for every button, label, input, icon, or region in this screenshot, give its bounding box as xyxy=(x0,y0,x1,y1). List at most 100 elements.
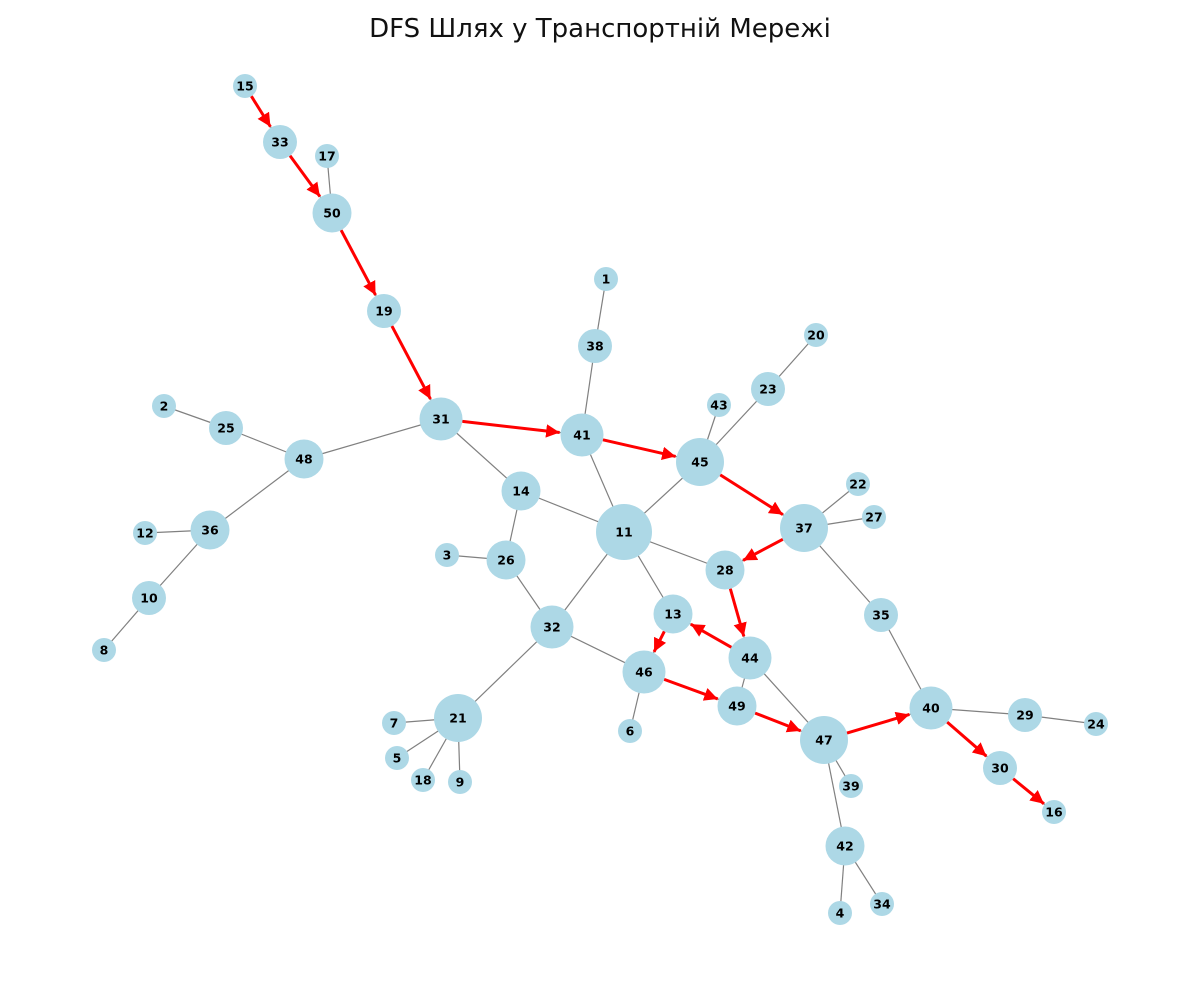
node-29: 29 xyxy=(1008,698,1042,732)
node-16: 16 xyxy=(1042,800,1066,824)
node-circle xyxy=(870,892,894,916)
node-circle xyxy=(1084,712,1108,736)
node-circle xyxy=(780,504,828,552)
node-circle xyxy=(382,711,406,735)
node-circle xyxy=(800,716,848,764)
node-circle xyxy=(233,74,257,98)
node-23: 23 xyxy=(751,372,785,406)
node-circle xyxy=(132,581,166,615)
node-label: 39 xyxy=(842,779,859,794)
node-circle xyxy=(846,472,870,496)
node-8: 8 xyxy=(92,638,116,662)
edge-48-36 xyxy=(209,458,305,531)
node-32: 32 xyxy=(530,605,574,649)
node-circle xyxy=(1008,698,1042,732)
node-label: 22 xyxy=(849,477,866,492)
node-label: 26 xyxy=(497,553,515,568)
node-48: 48 xyxy=(284,439,324,479)
node-label: 42 xyxy=(836,839,853,854)
node-label: 6 xyxy=(626,724,635,739)
node-label: 18 xyxy=(414,773,431,788)
node-19: 19 xyxy=(367,294,401,328)
node-14: 14 xyxy=(501,471,541,511)
node-circle xyxy=(707,393,731,417)
node-circle xyxy=(133,521,157,545)
node-circle xyxy=(560,413,604,457)
node-circle xyxy=(622,650,666,694)
node-18: 18 xyxy=(411,768,435,792)
node-circle xyxy=(839,774,863,798)
node-7: 7 xyxy=(382,711,406,735)
node-label: 10 xyxy=(140,591,158,606)
node-circle xyxy=(92,638,116,662)
node-3: 3 xyxy=(435,543,459,567)
node-label: 12 xyxy=(136,526,153,541)
node-circle xyxy=(596,504,652,560)
dfs-path-edge-46-49 xyxy=(663,677,719,701)
node-circle xyxy=(263,125,297,159)
node-label: 24 xyxy=(1087,717,1105,732)
node-circle xyxy=(862,505,886,529)
node-24: 24 xyxy=(1084,712,1108,736)
node-label: 14 xyxy=(512,484,530,499)
node-49: 49 xyxy=(717,686,757,726)
node-22: 22 xyxy=(846,472,870,496)
dfs-path-edge-28-44 xyxy=(728,588,747,637)
node-2: 2 xyxy=(152,394,176,418)
node-label: 29 xyxy=(1016,708,1033,723)
node-10: 10 xyxy=(132,581,166,615)
node-circle xyxy=(367,294,401,328)
node-44: 44 xyxy=(728,636,772,680)
node-label: 3 xyxy=(443,548,452,563)
node-circle xyxy=(530,605,574,649)
node-circle xyxy=(448,770,472,794)
node-circle xyxy=(594,267,618,291)
node-12: 12 xyxy=(133,521,157,545)
node-4: 4 xyxy=(828,901,852,925)
node-1: 1 xyxy=(594,267,618,291)
dfs-path-edge-30-16 xyxy=(1012,777,1045,805)
node-circle xyxy=(804,323,828,347)
node-45: 45 xyxy=(676,438,724,486)
dfs-path-layer xyxy=(250,95,1045,805)
node-41: 41 xyxy=(560,413,604,457)
node-label: 40 xyxy=(922,701,940,716)
node-circle xyxy=(434,694,482,742)
dfs-path-edge-37-28 xyxy=(742,537,784,562)
node-label: 48 xyxy=(295,452,312,467)
dfs-path-edge-45-37 xyxy=(719,473,784,516)
node-label: 28 xyxy=(716,563,733,578)
node-30: 30 xyxy=(983,751,1017,785)
dfs-path-edge-15-33 xyxy=(250,95,272,128)
node-circle xyxy=(676,438,724,486)
node-label: 32 xyxy=(543,620,560,635)
node-label: 47 xyxy=(815,733,832,748)
dfs-path-edge-41-45 xyxy=(602,438,676,460)
dfs-path-edge-50-19 xyxy=(339,229,377,296)
node-circle xyxy=(1042,800,1066,824)
node-circle xyxy=(312,193,352,233)
node-label: 41 xyxy=(573,428,590,443)
node-27: 27 xyxy=(862,505,886,529)
node-label: 33 xyxy=(271,135,288,150)
page-title: DFS Шлях у Транспортній Мережі xyxy=(369,14,831,44)
node-21: 21 xyxy=(434,694,482,742)
node-label: 16 xyxy=(1045,805,1063,820)
node-label: 31 xyxy=(432,412,449,427)
node-20: 20 xyxy=(804,323,828,347)
nodes-layer: 1234567891011121314151617181920212223242… xyxy=(92,74,1108,925)
dfs-path-edge-40-30 xyxy=(946,720,988,758)
node-circle xyxy=(618,719,642,743)
node-circle xyxy=(705,550,745,590)
node-13: 13 xyxy=(653,594,693,634)
node-label: 34 xyxy=(873,897,891,912)
node-34: 34 xyxy=(870,892,894,916)
node-40: 40 xyxy=(909,686,953,730)
node-circle xyxy=(825,826,865,866)
node-47: 47 xyxy=(800,716,848,764)
node-label: 43 xyxy=(710,398,727,413)
node-circle xyxy=(190,510,230,550)
node-label: 45 xyxy=(691,455,708,470)
node-35: 35 xyxy=(864,598,898,632)
node-28: 28 xyxy=(705,550,745,590)
